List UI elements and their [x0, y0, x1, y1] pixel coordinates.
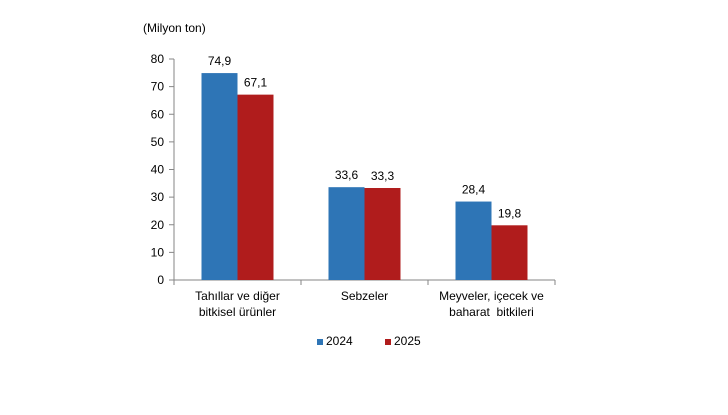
data-label-2024-3: 28,4 — [462, 183, 486, 197]
bar-2024-3 — [455, 201, 492, 280]
y-tick-label: 80 — [151, 52, 165, 66]
x-category-label: Sebzeler — [341, 289, 388, 303]
legend-label-2024: 2024 — [326, 334, 353, 348]
data-label-2025-2: 33,3 — [371, 169, 395, 183]
y-tick-label: 0 — [157, 273, 164, 287]
data-label-2024-2: 33,6 — [335, 168, 359, 182]
data-label-2025-1: 67,1 — [244, 76, 268, 90]
y-tick-label: 70 — [151, 80, 165, 94]
x-category-label: bitkisel ürünler — [199, 305, 276, 319]
legend-swatch-2025 — [385, 339, 391, 345]
x-category-label: baharat bitkileri — [449, 305, 534, 319]
bar-2024-2 — [328, 187, 365, 280]
bar-2025-1 — [237, 94, 274, 280]
unit-label: (Milyon ton) — [143, 21, 206, 35]
y-tick-label: 40 — [151, 163, 165, 177]
legend-swatch-2024 — [317, 339, 323, 345]
bar-2025-3 — [491, 225, 528, 280]
legend-label-2025: 2025 — [394, 334, 421, 348]
y-tick-label: 50 — [151, 135, 165, 149]
y-tick-label: 20 — [151, 218, 165, 232]
bar-2025-2 — [364, 188, 401, 280]
y-tick-label: 10 — [151, 245, 165, 259]
data-label-2024-1: 74,9 — [208, 54, 232, 68]
x-category-label: Meyveler, içecek ve — [439, 289, 544, 303]
data-label-2025-3: 19,8 — [498, 206, 522, 220]
y-tick-label: 30 — [151, 190, 165, 204]
x-category-label: Tahıllar ve diğer — [195, 289, 280, 303]
bar-2024-1 — [201, 73, 238, 281]
y-tick-label: 60 — [151, 107, 165, 121]
